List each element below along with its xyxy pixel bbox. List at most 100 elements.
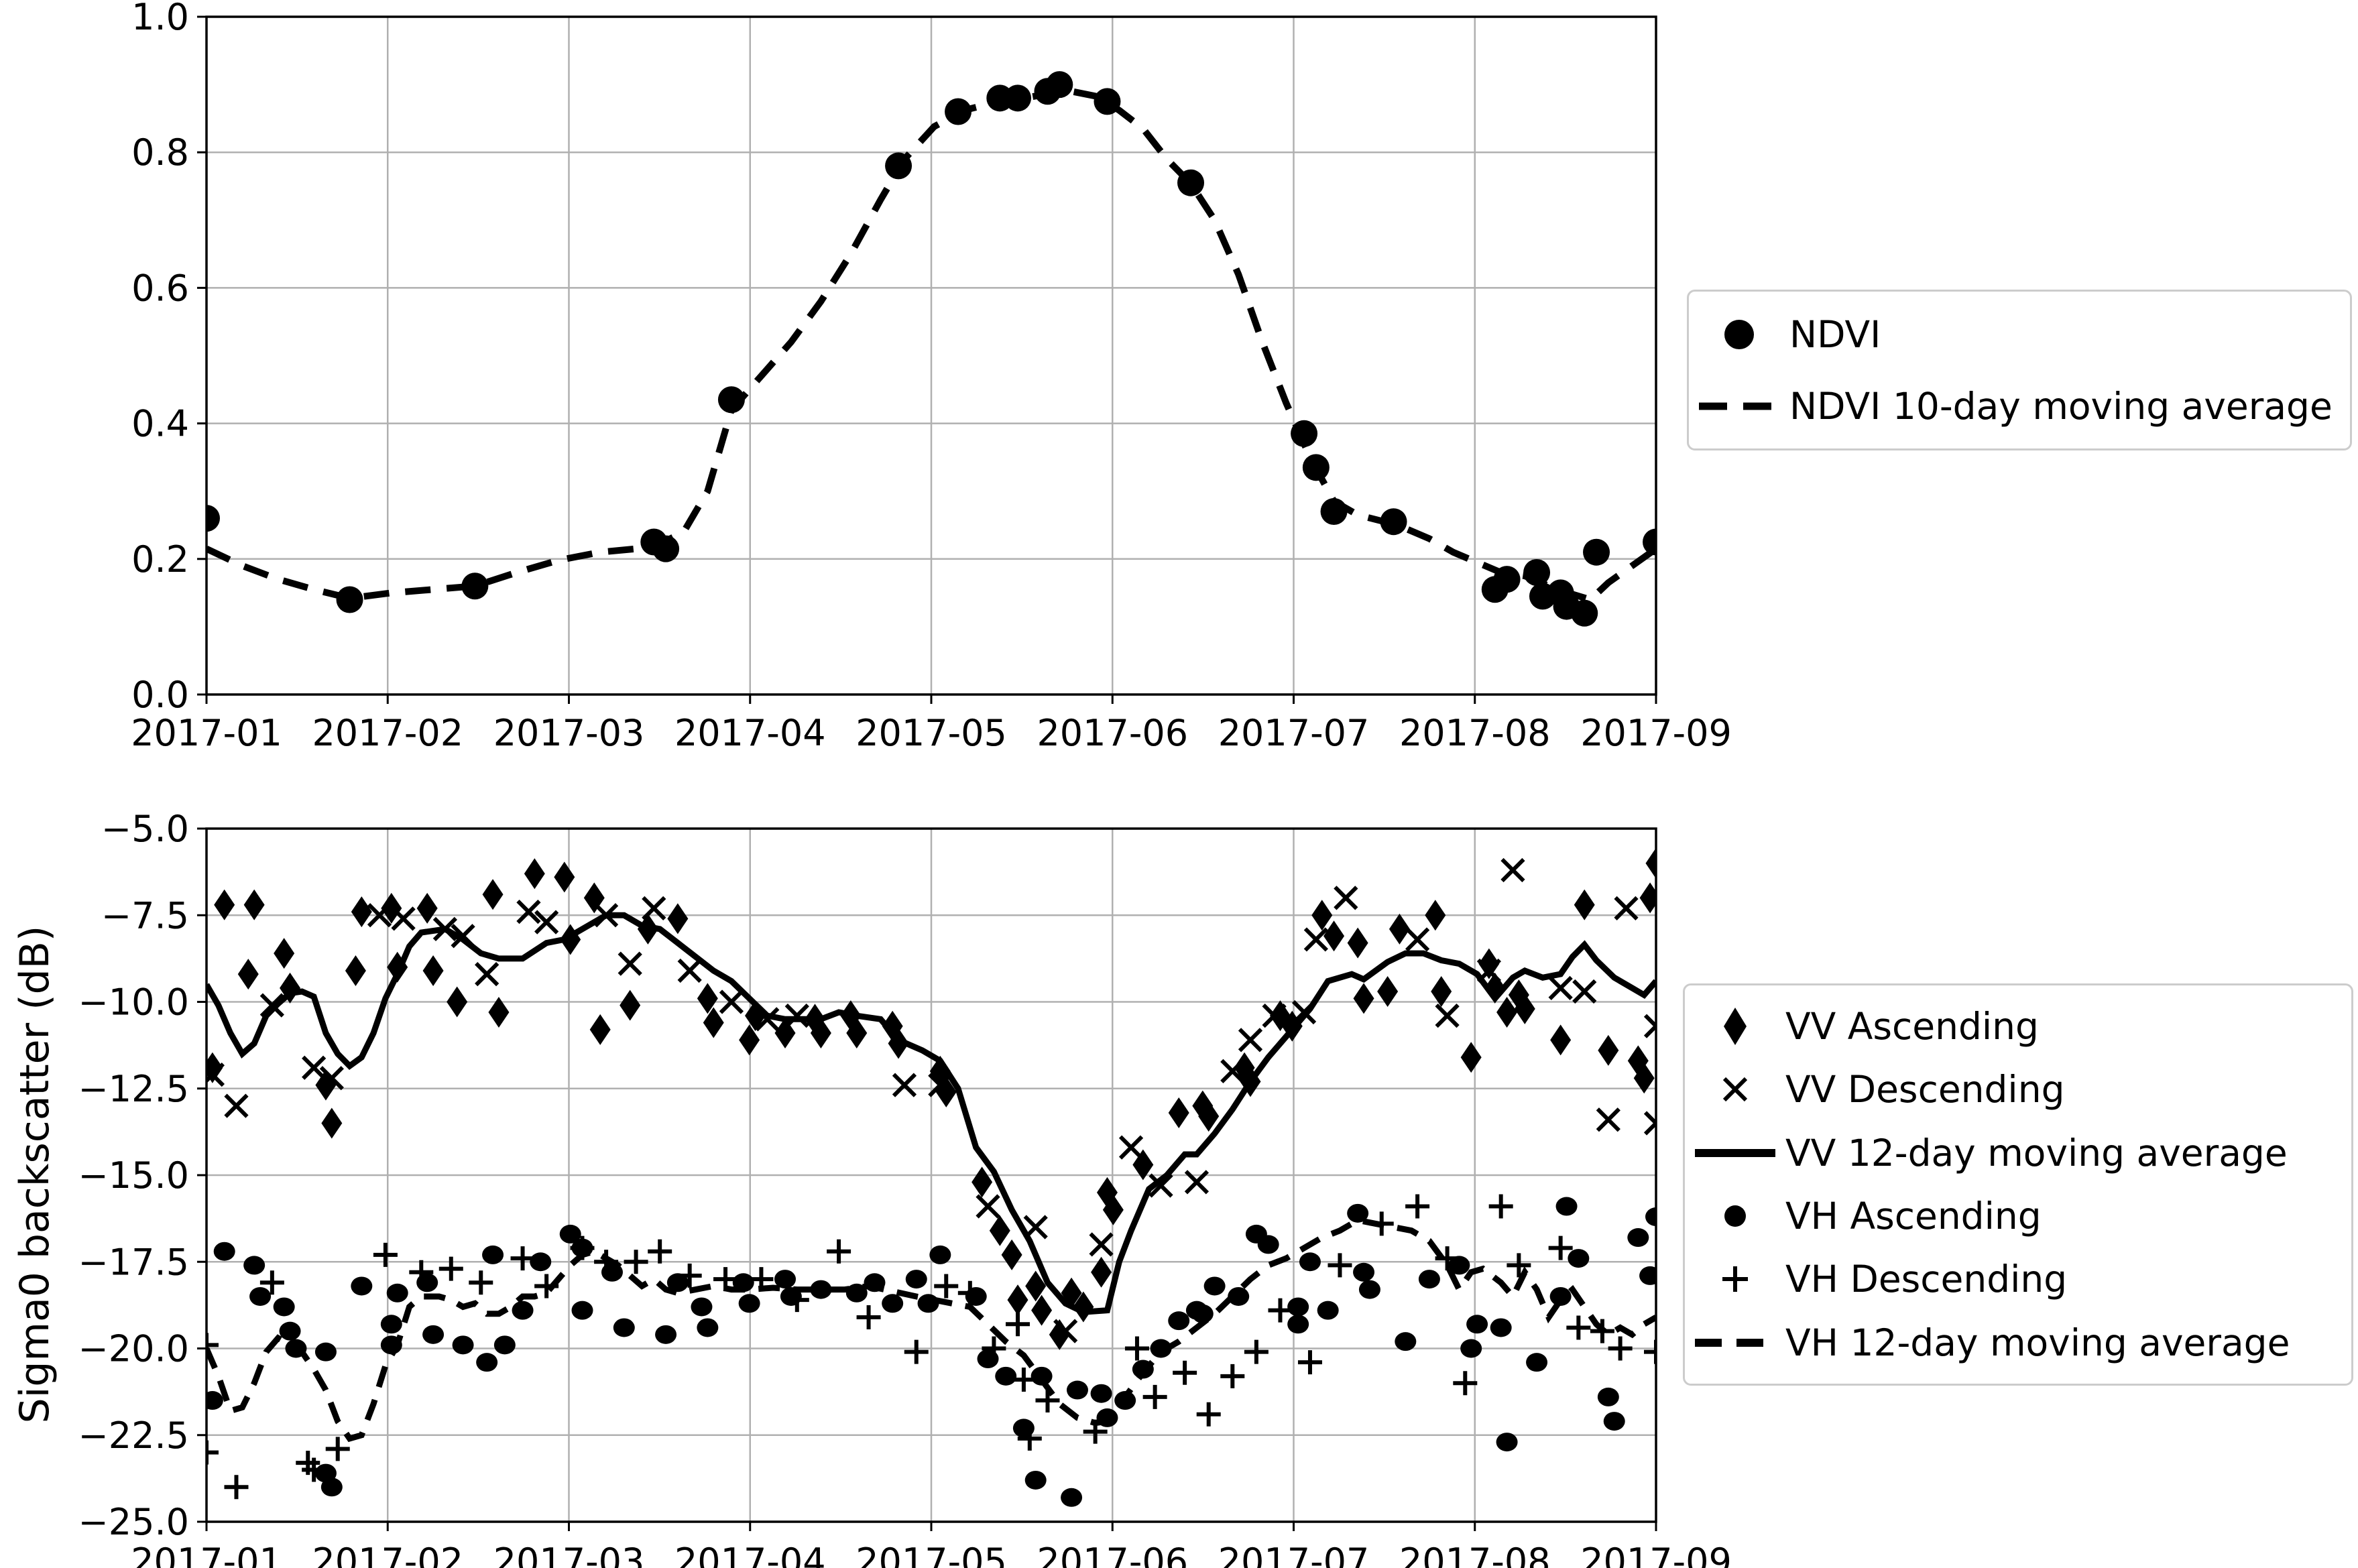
data-point (989, 1215, 1010, 1246)
x-tick-label: 2017-03 (493, 1541, 645, 1568)
legend-item-vh-ascending: VH Ascending (1685, 1193, 2351, 1240)
data-point (1369, 1211, 1394, 1236)
data-point (1596, 1107, 1620, 1132)
data-point (882, 1294, 904, 1313)
data-point (321, 1107, 343, 1139)
x-tick-label: 2017-03 (493, 712, 645, 754)
data-point (1083, 1419, 1108, 1444)
data-point (1496, 997, 1518, 1028)
data-point (279, 1321, 301, 1341)
data-point (524, 858, 545, 890)
data-point (1496, 1433, 1518, 1452)
data-point (1603, 1412, 1625, 1431)
data-point (302, 1457, 327, 1482)
y-tick-label: 1.0 (131, 0, 189, 38)
data-point (1035, 1388, 1060, 1413)
data-point (391, 906, 416, 931)
data-point (422, 955, 444, 986)
data-point (451, 924, 475, 949)
data-point (1238, 1028, 1263, 1052)
data-point (1102, 1194, 1124, 1225)
x-tick-label: 2017-04 (674, 1541, 826, 1568)
data-point (1297, 1350, 1322, 1375)
data-point (589, 1014, 611, 1045)
data-point (422, 1325, 445, 1344)
data-point (351, 896, 372, 928)
data-point (285, 1339, 307, 1358)
y-tick-label: 0.8 (131, 131, 189, 174)
dashed-line-icon (1685, 1319, 1785, 1366)
legend-label-vv-average: VV 12-day moving average (1785, 1131, 2288, 1174)
x-tick-label: 2017-02 (312, 1541, 463, 1568)
data-point (530, 1252, 552, 1272)
data-point (475, 962, 499, 987)
data-point (345, 955, 366, 986)
data-point (1548, 975, 1573, 1000)
data-point (1030, 1366, 1053, 1386)
data-point (1334, 886, 1358, 910)
data-point (1435, 1004, 1460, 1028)
data-point (1287, 1297, 1309, 1317)
data-point (719, 989, 744, 1014)
data-point (845, 1283, 868, 1303)
data-point (243, 889, 265, 920)
data-point (1320, 498, 1348, 526)
data-point (1448, 1256, 1470, 1275)
data-point (1418, 1270, 1440, 1289)
data-point (1598, 1034, 1619, 1066)
data-point (1460, 1042, 1482, 1073)
data-point (749, 1267, 774, 1292)
data-point (381, 892, 402, 924)
data-point (703, 1007, 724, 1038)
data-point (476, 1353, 498, 1372)
data-point (1240, 1066, 1261, 1097)
x-tick-label: 2017-01 (131, 1541, 282, 1568)
data-point (274, 938, 295, 969)
data-point (1568, 1249, 1590, 1268)
data-point (570, 1235, 595, 1260)
data-point (732, 1273, 754, 1292)
data-point (1132, 1360, 1154, 1379)
y-tick-label: −17.5 (78, 1241, 189, 1283)
data-point (452, 1335, 474, 1355)
data-point (1572, 979, 1597, 1004)
data-point (249, 1286, 272, 1306)
data-point (1061, 1277, 1082, 1309)
data-point (1024, 1470, 1047, 1490)
data-point (1096, 1408, 1118, 1427)
data-point (691, 1297, 713, 1317)
backscatter-legend: VV Ascending VV Descending VV 12-day mov… (1683, 983, 2353, 1386)
data-point (1291, 420, 1318, 447)
data-point (929, 1245, 951, 1264)
data-point (1142, 1384, 1167, 1409)
data-point (620, 989, 641, 1021)
data-point (1490, 1318, 1512, 1337)
data-point (280, 972, 301, 1004)
data-point (1405, 927, 1430, 952)
x-tick-label: 2017-08 (1399, 1541, 1551, 1568)
data-point (885, 152, 912, 180)
data-point (1643, 528, 1656, 556)
data-point (1090, 1384, 1112, 1403)
legend-label-vh-average: VH 12-day moving average (1785, 1321, 2290, 1364)
data-point (1168, 1097, 1189, 1128)
data-point (416, 892, 438, 924)
data-point (213, 1242, 235, 1261)
data-point (351, 1276, 373, 1296)
data-point (1184, 1170, 1210, 1195)
data-point (1132, 1149, 1154, 1181)
data-point (697, 1318, 719, 1337)
data-point (461, 572, 489, 600)
data-point (1643, 1014, 1656, 1038)
data-point (1643, 1111, 1656, 1136)
data-point (739, 1024, 760, 1056)
data-point (888, 1028, 909, 1059)
data-point (1228, 1286, 1250, 1306)
data-point (319, 1066, 344, 1091)
data-point (934, 1274, 959, 1299)
data-point (534, 1274, 559, 1299)
data-point (1091, 1256, 1112, 1288)
y-tick-label: −22.5 (78, 1414, 189, 1457)
data-point (386, 1283, 408, 1303)
y-tick-label: −15.0 (78, 1154, 189, 1197)
